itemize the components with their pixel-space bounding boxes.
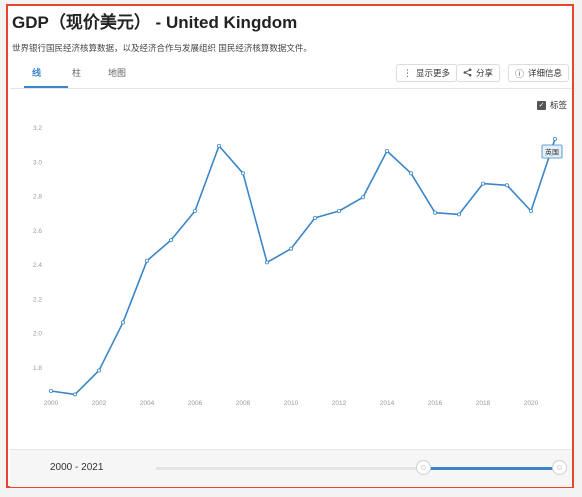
range-fill	[424, 467, 560, 470]
x-tick-label: 2002	[92, 400, 107, 407]
y-tick-label: 2.0	[33, 331, 42, 338]
data-point[interactable]	[240, 171, 245, 176]
x-tick-label: 2018	[476, 400, 491, 407]
x-tick-label: 2012	[332, 400, 347, 407]
data-point[interactable]	[384, 148, 389, 153]
page-title: GDP（现价美元） - United Kingdom	[12, 13, 298, 32]
range-track[interactable]	[156, 460, 567, 475]
x-tick-label: 2016	[428, 400, 443, 407]
range-start-handle[interactable]	[416, 460, 431, 475]
data-point[interactable]	[264, 260, 269, 265]
data-point[interactable]	[360, 195, 365, 200]
y-tick-label: 1.8	[33, 365, 42, 372]
labels-toggle[interactable]: ✓ 标签	[537, 99, 567, 111]
range-label: 2000 - 2021	[50, 462, 104, 473]
x-tick-label: 2020	[524, 400, 539, 407]
y-tick-label: 2.8	[33, 194, 42, 201]
range-selector: 2000 - 2021	[10, 449, 572, 487]
range-end-handle[interactable]	[552, 460, 567, 475]
more-icon: ⋮	[403, 67, 412, 78]
data-point[interactable]	[432, 210, 437, 215]
share-label: 分享	[476, 68, 494, 78]
x-tick-label: 2014	[380, 400, 395, 407]
share-icon	[463, 68, 472, 79]
data-point[interactable]	[49, 388, 54, 393]
info-icon: ⓘ	[515, 68, 525, 79]
chart-type-tabs: 线 柱 地图 ⋮ 显示更多 分享 ⓘ 详细信息	[10, 60, 572, 89]
data-point[interactable]	[192, 208, 197, 213]
share-button[interactable]: 分享	[456, 64, 501, 82]
data-point[interactable]	[73, 392, 78, 397]
data-point[interactable]	[312, 215, 317, 220]
y-tick-label: 2.4	[33, 262, 42, 269]
data-point[interactable]	[336, 208, 341, 213]
details-label: 详细信息	[528, 68, 563, 78]
labels-checkbox[interactable]: ✓	[537, 100, 546, 110]
data-point[interactable]	[97, 368, 102, 373]
x-tick-label: 2000	[44, 400, 59, 407]
y-tick-label: 2.6	[33, 228, 42, 235]
tab-bar[interactable]: 柱	[72, 68, 82, 78]
page-subtitle: 世界银行国民经济核算数据，以及经济合作与发展组织 国民经济核算数据文件。	[12, 43, 312, 53]
tab-line[interactable]: 线	[32, 68, 42, 78]
x-tick-label: 2008	[236, 400, 251, 407]
show-more-label: 显示更多	[416, 68, 451, 78]
data-point[interactable]	[216, 143, 221, 148]
labels-toggle-label: 标签	[550, 100, 568, 110]
tab-map[interactable]: 地图	[108, 68, 127, 78]
y-tick-label: 3.0	[33, 159, 42, 166]
data-point[interactable]	[529, 208, 534, 213]
y-tick-label: 2.2	[33, 296, 42, 303]
series-label: 英国	[541, 144, 563, 159]
x-tick-label: 2004	[140, 400, 155, 407]
chart-panel	[6, 4, 574, 488]
data-point[interactable]	[168, 238, 173, 243]
series-label-text: 英国	[545, 148, 559, 157]
data-point[interactable]	[144, 258, 149, 263]
details-button[interactable]: ⓘ 详细信息	[508, 64, 570, 82]
x-tick-label: 2006	[188, 400, 203, 407]
data-point[interactable]	[553, 136, 558, 141]
y-tick-label: 3.2	[33, 125, 42, 132]
series-line	[50, 138, 556, 396]
data-point[interactable]	[480, 181, 485, 186]
data-point[interactable]	[408, 171, 413, 176]
data-point[interactable]	[121, 320, 126, 325]
active-tab-indicator	[24, 86, 68, 88]
x-tick-label: 2010	[284, 400, 299, 407]
data-point[interactable]	[288, 246, 293, 251]
data-point[interactable]	[456, 212, 461, 217]
data-point[interactable]	[504, 183, 509, 188]
